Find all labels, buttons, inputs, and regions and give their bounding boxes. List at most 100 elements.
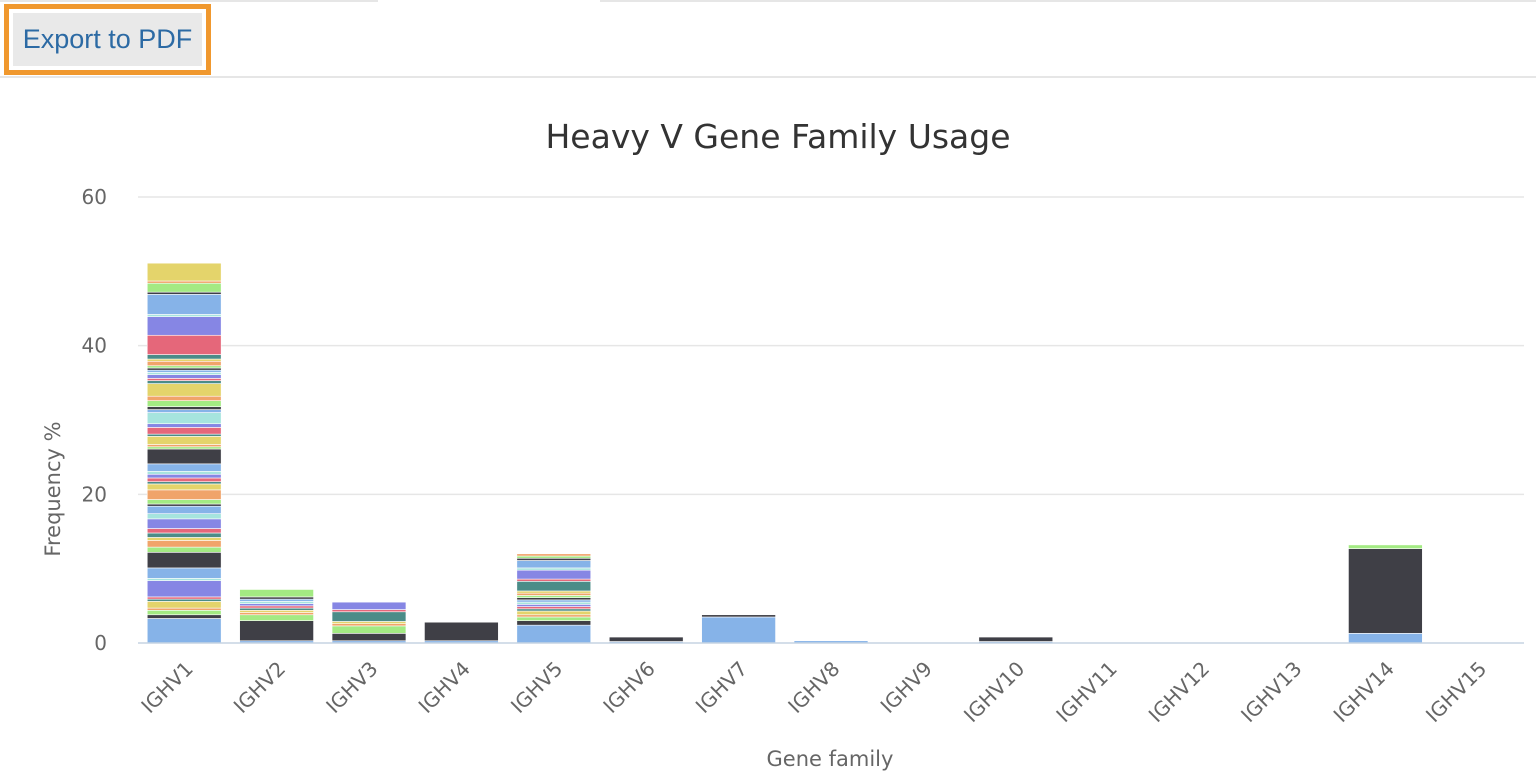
bar-segment[interactable]	[146, 294, 222, 315]
bar-segment[interactable]	[146, 291, 222, 295]
bar-segment[interactable]	[146, 528, 222, 534]
bar-segment[interactable]	[146, 262, 222, 282]
bar-segment[interactable]	[146, 383, 222, 397]
bar-segment[interactable]	[331, 609, 407, 613]
bar-segment[interactable]	[146, 378, 222, 381]
bar-segment[interactable]	[146, 481, 222, 485]
bar-segment[interactable]	[239, 601, 314, 604]
bar-segment[interactable]	[146, 412, 222, 425]
bar-segment[interactable]	[424, 621, 499, 642]
bar-segment[interactable]	[146, 499, 222, 505]
bar-segment[interactable]	[146, 369, 222, 373]
bar-segment[interactable]	[1348, 548, 1423, 634]
bar-segment[interactable]	[239, 589, 314, 598]
bar-segment[interactable]	[516, 610, 592, 616]
bar-segment[interactable]	[516, 557, 592, 561]
bar-segment[interactable]	[146, 546, 222, 553]
bar-segment[interactable]	[239, 605, 314, 609]
bar-segment[interactable]	[146, 423, 222, 428]
bar-segment[interactable]	[146, 470, 222, 475]
bar-stack-ighv4[interactable]	[424, 621, 499, 644]
bar-segment[interactable]	[146, 354, 222, 360]
bar-segment[interactable]	[146, 489, 222, 500]
bar-stack-ighv10[interactable]	[978, 636, 1054, 644]
bar-segment[interactable]	[239, 609, 314, 613]
bar-segment[interactable]	[701, 616, 776, 644]
bar-segment[interactable]	[146, 483, 222, 491]
bar-segment[interactable]	[146, 282, 222, 293]
bar-segment[interactable]	[146, 477, 222, 482]
bar-segment[interactable]	[516, 567, 592, 571]
bar-segment[interactable]	[516, 599, 592, 603]
bar-segment[interactable]	[239, 598, 314, 602]
bar-stack-ighv1[interactable]	[146, 262, 222, 644]
bar-segment[interactable]	[146, 609, 222, 616]
bar-segment[interactable]	[516, 620, 592, 626]
bar-segment[interactable]	[146, 446, 222, 450]
bar-segment[interactable]	[239, 612, 314, 616]
bar-segment[interactable]	[146, 334, 222, 355]
bar-segment[interactable]	[978, 636, 1054, 642]
bar-segment[interactable]	[608, 636, 684, 642]
bar-segment[interactable]	[146, 367, 222, 371]
bar-segment[interactable]	[146, 473, 222, 479]
bar-segment[interactable]	[701, 614, 776, 618]
bar-segment[interactable]	[146, 358, 222, 362]
bar-segment[interactable]	[146, 532, 222, 538]
bar-segment[interactable]	[146, 580, 222, 598]
bar-segment[interactable]	[146, 409, 222, 413]
bar-segment[interactable]	[516, 606, 592, 610]
bar-segment[interactable]	[331, 621, 407, 624]
bar-segment[interactable]	[516, 624, 592, 644]
bar-segment[interactable]	[239, 607, 314, 611]
bar-segment[interactable]	[146, 540, 222, 548]
bar-segment[interactable]	[146, 513, 222, 520]
bar-segment[interactable]	[516, 614, 592, 618]
bar-segment[interactable]	[516, 569, 592, 580]
bar-segment[interactable]	[146, 316, 222, 336]
bar-segment[interactable]	[146, 372, 222, 375]
bar-stack-ighv6[interactable]	[608, 636, 684, 644]
bar-segment[interactable]	[146, 427, 222, 435]
bar-segment[interactable]	[146, 505, 222, 514]
export-to-pdf-button[interactable]: Export to PDF	[4, 4, 211, 75]
bar-segment[interactable]	[146, 360, 222, 367]
bar-segment[interactable]	[239, 603, 314, 607]
bar-segment[interactable]	[516, 560, 592, 569]
bar-segment[interactable]	[516, 597, 592, 601]
bar-segment[interactable]	[146, 314, 222, 317]
bar-segment[interactable]	[146, 537, 222, 541]
bar-segment[interactable]	[146, 406, 222, 410]
bar-segment[interactable]	[146, 374, 222, 379]
bar-segment[interactable]	[516, 555, 592, 559]
bar-segment[interactable]	[516, 592, 592, 596]
bar-segment[interactable]	[146, 601, 222, 609]
bar-stack-ighv7[interactable]	[701, 614, 776, 644]
bar-segment[interactable]	[146, 400, 222, 407]
bar-segment[interactable]	[146, 596, 222, 600]
bar-stack-ighv14[interactable]	[1348, 544, 1423, 644]
bar-segment[interactable]	[146, 448, 222, 465]
bar-segment[interactable]	[146, 380, 222, 384]
bar-segment[interactable]	[331, 611, 407, 622]
bar-segment[interactable]	[146, 614, 222, 619]
bar-segment[interactable]	[331, 633, 407, 642]
bar-segment[interactable]	[1348, 544, 1423, 549]
bar-segment[interactable]	[331, 625, 407, 634]
bar-segment[interactable]	[146, 436, 222, 445]
bar-segment[interactable]	[239, 614, 314, 622]
bar-segment[interactable]	[516, 595, 592, 598]
bar-segment[interactable]	[516, 608, 592, 612]
bar-segment[interactable]	[146, 365, 222, 369]
bar-segment[interactable]	[146, 395, 222, 401]
bar-stack-ighv2[interactable]	[239, 589, 314, 644]
bar-segment[interactable]	[146, 463, 222, 472]
bar-segment[interactable]	[239, 620, 314, 642]
bar-segment[interactable]	[239, 596, 314, 600]
bar-segment[interactable]	[516, 581, 592, 592]
bar-segment[interactable]	[146, 503, 222, 507]
bar-segment[interactable]	[146, 444, 222, 448]
bar-segment[interactable]	[146, 433, 222, 437]
bar-segment[interactable]	[146, 280, 222, 284]
bar-stack-ighv3[interactable]	[331, 601, 407, 644]
